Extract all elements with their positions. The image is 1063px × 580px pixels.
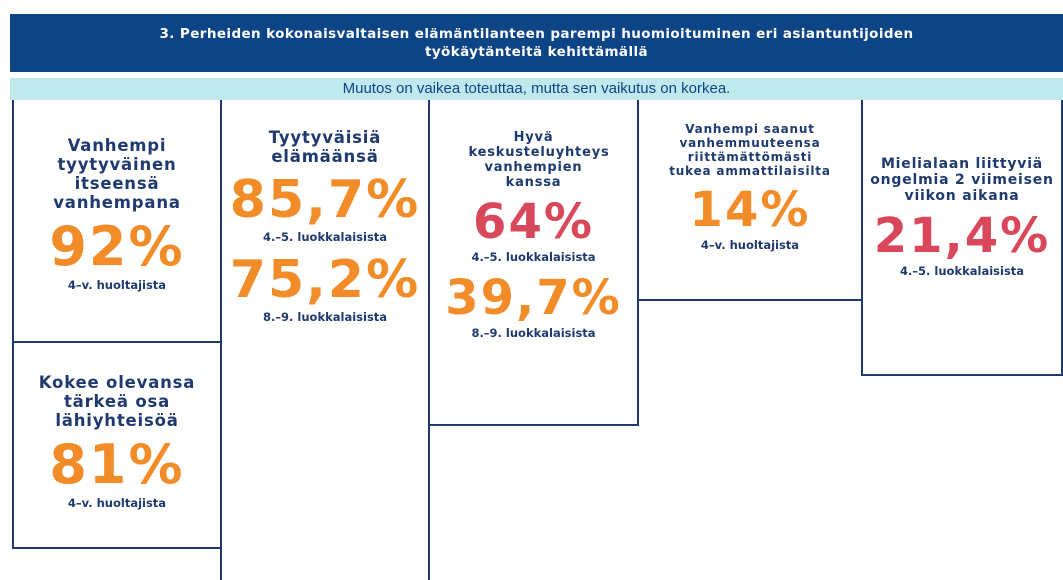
stat-label: 8.–9. luokkalaisista — [471, 326, 596, 340]
stat-label: 4.–5. luokkalaisista — [899, 264, 1025, 278]
card-title: Hyvä keskusteluyhteys vanhempien kanssa — [468, 130, 610, 190]
stat-label: 4–v. huoltajista — [67, 496, 167, 510]
card: Tyytyväisiä elämäänsä 85,7% 4.–5. luokkala… — [220, 100, 430, 580]
card-title: Kokee olevansa tärkeä osa lähiyhteisöä — [38, 373, 196, 430]
stat-label: 8.–9. luokkalaisista — [262, 310, 388, 324]
card-title: Mielialaan liittyviä ongelmia 2 viimeise… — [870, 156, 1054, 204]
card-title: Vanhempi saanut vanhemmuuteensa riittämä… — [669, 122, 831, 178]
stat-value: 81% — [49, 433, 185, 496]
stat-value: 92% — [49, 215, 185, 278]
stat-label: 4–v. huoltajista — [700, 238, 800, 252]
header-bar: 3. Perheiden kokonaisvaltaisen elämäntil… — [10, 14, 1063, 72]
subheader-bar: Muutos on vaikea toteuttaa, mutta sen va… — [10, 78, 1063, 100]
stat-value: 14% — [689, 182, 811, 238]
header-title: 3. Perheiden kokonaisvaltaisen elämäntil… — [159, 26, 914, 60]
stat-label: 4–v. huoltajista — [67, 278, 167, 292]
stat-value: 85,7% — [229, 170, 421, 230]
stat-value: 75,2% — [229, 250, 421, 310]
card: Hyvä keskusteluyhteys vanhempien kanssa 6… — [428, 100, 639, 426]
stat-value: 64% — [473, 194, 594, 250]
card: Kokee olevansa tärkeä osa lähiyhteisöä 81… — [12, 341, 222, 549]
stat-label: 4.–5. luokkalaisista — [262, 230, 388, 244]
card-title: Vanhempi tyytyväinen itseensä vanhempana — [53, 136, 181, 212]
card: Vanhempi tyytyväinen itseensä vanhempana… — [12, 100, 222, 343]
stat-value: 39,7% — [445, 270, 622, 326]
stat-label: 4.–5. luokkalaisista — [471, 250, 596, 264]
card: Mielialaan liittyviä ongelmia 2 viimeise… — [861, 100, 1063, 376]
card-title: Tyytyväisiä elämäänsä — [268, 128, 382, 166]
card: Vanhempi saanut vanhemmuuteensa riittämä… — [637, 100, 863, 301]
stat-value: 21,4% — [873, 208, 1051, 264]
